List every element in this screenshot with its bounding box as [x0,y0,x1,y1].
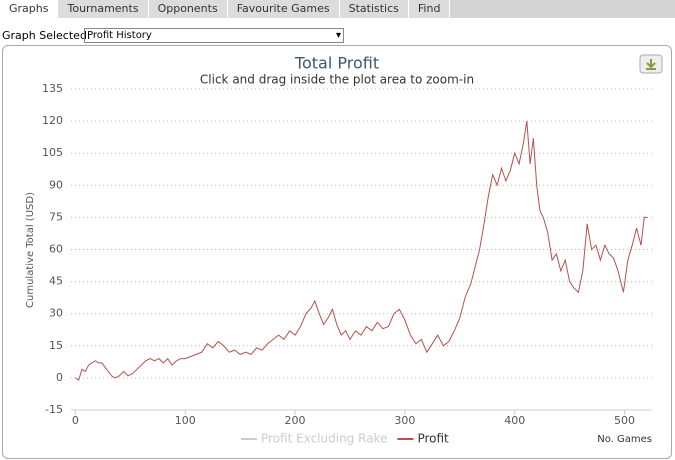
y-tick-label: 135 [42,82,63,95]
tab[interactable]: Tournaments [58,0,149,18]
download-icon [646,59,656,70]
x-tick-label: 500 [614,414,635,427]
tab[interactable]: Opponents [148,0,228,18]
tab[interactable]: Graphs [0,0,59,18]
y-tick-label: 45 [49,275,63,288]
y-tick-label: 0 [56,371,63,384]
x-axis-label: No. Games [597,434,652,445]
selector-label: Graph Selected: [2,29,91,42]
x-tick-label: 100 [175,414,196,427]
chart-title: Total Profit [294,54,379,73]
tab[interactable]: Favourite Games [227,0,340,18]
y-tick-label: 15 [49,339,63,352]
y-axis-label: Cumulative Total (USD) [25,192,36,308]
x-tick-label: 200 [285,414,306,427]
tab[interactable]: Find [408,0,451,18]
dropdown-arrow[interactable]: ▾ [335,30,341,41]
dropdown-value: Profit History [87,30,152,41]
download-button[interactable] [639,54,663,74]
graph-dropdown[interactable]: Profit History ▾ [84,28,344,43]
y-tick-label: 120 [42,114,63,127]
legend-entry[interactable]: Profit Excluding Rake [261,432,387,446]
tab-bar: Graphs Tournaments Opponents Favourite Game… [0,0,675,18]
legend-entry[interactable]: Profit [417,432,449,446]
y-tick-label: 105 [42,146,63,159]
y-tick-label: 30 [49,307,63,320]
x-tick-label: 300 [394,414,415,427]
chart-frame [2,45,672,459]
x-tick-label: 0 [72,414,79,427]
profit-line [75,121,648,381]
x-tick-label: 400 [504,414,525,427]
y-tick-label: 60 [49,243,63,256]
tab[interactable]: Statistics [339,0,409,18]
chart-subtitle: Click and drag inside the plot area to z… [200,73,474,87]
y-tick-label: 90 [49,178,63,191]
y-tick-label: -15 [45,403,63,416]
y-tick-label: 75 [49,210,63,223]
